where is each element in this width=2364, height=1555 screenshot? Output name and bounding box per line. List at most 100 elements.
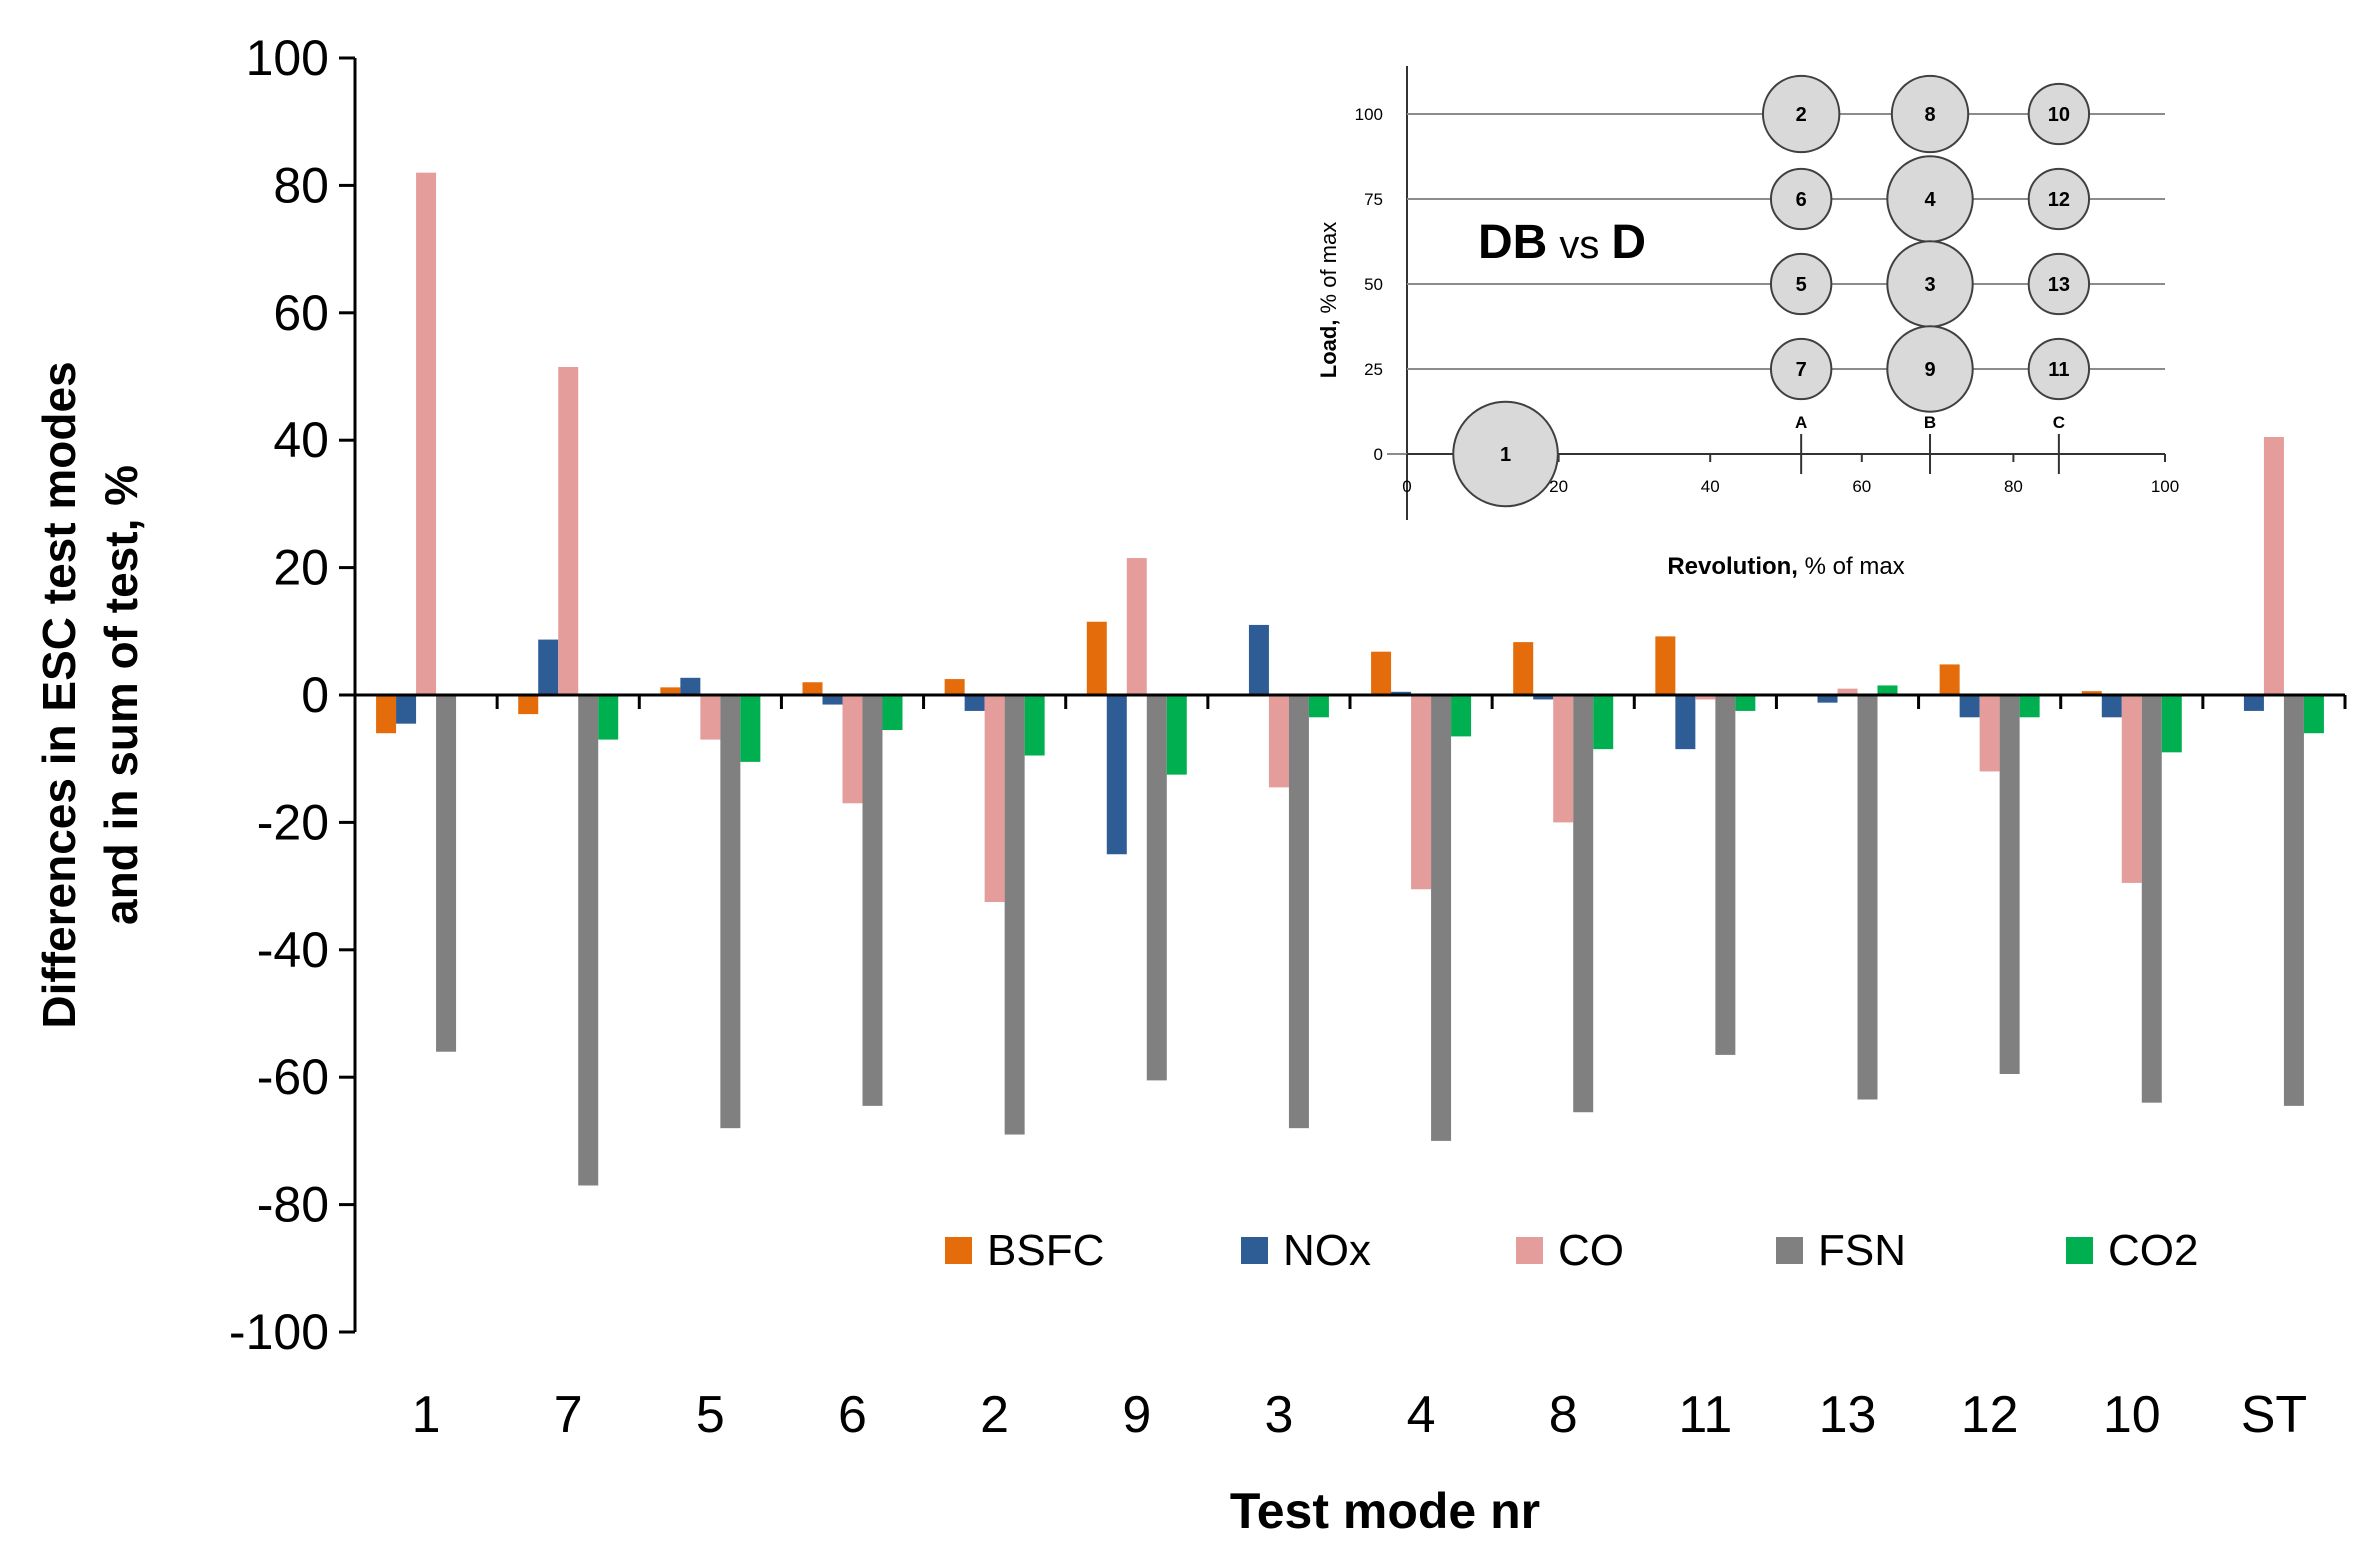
inset-mode-label: 1	[1500, 444, 1511, 466]
bar-fsn-8	[1573, 695, 1593, 1112]
bar-bsfc-11	[1655, 636, 1675, 695]
bar-nox-2	[965, 695, 985, 711]
bar-fsn-1	[436, 695, 456, 1052]
inset-mode-label: 9	[1924, 359, 1935, 381]
bar-fsn-5	[720, 695, 740, 1128]
y-axis-title-line1: Differences in ESC test modes	[33, 361, 85, 1028]
inset-y-title-bold: Load,	[1316, 320, 1341, 379]
legend-label: BSFC	[987, 1226, 1104, 1275]
y-tick-label: 60	[273, 285, 329, 341]
x-tick-label: 13	[1819, 1386, 1877, 1444]
bar-fsn-2	[1005, 695, 1025, 1135]
bar-nox-10	[2102, 695, 2122, 717]
inset-mode-label: 5	[1796, 274, 1807, 296]
inset-mode-label: 11	[2048, 359, 2069, 381]
bar-co-ST	[2264, 437, 2284, 695]
inset-speed-label: A	[1795, 413, 1807, 432]
inset-x-tick-label: 100	[2151, 477, 2179, 496]
inset-mode-label: 12	[2048, 189, 2070, 211]
inset-y-tick-label: 50	[1364, 275, 1383, 294]
y-tick-label: -40	[257, 922, 329, 978]
inset-title-mid: vs	[1559, 223, 1599, 267]
legend-label: FSN	[1818, 1226, 1906, 1275]
bar-nox-11	[1675, 695, 1695, 749]
x-tick-label: ST	[2241, 1386, 2307, 1444]
bar-co-4	[1411, 695, 1431, 889]
bar-co2-8	[1593, 695, 1613, 749]
legend-item-co: CO	[1516, 1226, 1624, 1275]
x-tick-label: 8	[1549, 1386, 1578, 1444]
bar-co2-3	[1309, 695, 1329, 717]
bar-nox-3	[1249, 625, 1269, 695]
inset-y-title-rest: % of max	[1316, 222, 1341, 320]
bar-bsfc-7	[518, 695, 538, 714]
y-tick-label: 80	[273, 157, 329, 213]
inset-mode-label: 13	[2048, 274, 2070, 296]
x-tick-label: 10	[2103, 1386, 2161, 1444]
inset-speed-label: C	[2053, 413, 2065, 432]
y-tick-label: -20	[257, 794, 329, 850]
bar-co2-4	[1451, 695, 1471, 736]
legend-swatch	[2066, 1237, 2093, 1264]
bar-fsn-6	[863, 695, 883, 1106]
legend-label: CO2	[2108, 1226, 2198, 1275]
inset-title-left: DB	[1478, 216, 1547, 269]
inset-x-tick-label: 80	[2004, 477, 2023, 496]
inset-mode-10: 10	[2029, 84, 2089, 144]
bar-bsfc-6	[803, 682, 823, 695]
bar-co2-10	[2162, 695, 2182, 752]
inset-mode-11: 11	[2029, 339, 2089, 399]
bar-co-1	[416, 173, 436, 695]
inset-mode-7: 7	[1771, 339, 1831, 399]
y-tick-label: 40	[273, 412, 329, 468]
inset-mode-9: 9	[1887, 326, 1972, 411]
inset-mode-12: 12	[2029, 169, 2089, 229]
x-tick-label: 12	[1961, 1386, 2019, 1444]
bar-co2-2	[1025, 695, 1045, 756]
inset-mode-3: 3	[1887, 241, 1972, 326]
x-tick-label: 5	[696, 1386, 725, 1444]
inset-mode-label: 2	[1796, 104, 1807, 126]
bar-co-8	[1553, 695, 1573, 822]
bar-bsfc-4	[1371, 652, 1391, 695]
inset-y-tick-label: 100	[1355, 105, 1383, 124]
inset-y-tick-label: 75	[1364, 190, 1383, 209]
inset-mode-label: 6	[1796, 189, 1807, 211]
inset-mode-label: 7	[1796, 359, 1807, 381]
y-tick-label: 0	[301, 667, 329, 723]
bar-co2-6	[883, 695, 903, 730]
inset-x-tick-label: 40	[1701, 477, 1720, 496]
bar-co-12	[1980, 695, 2000, 771]
y-axis-title-line2: and in sum of test, %	[95, 465, 147, 925]
legend-swatch	[1516, 1237, 1543, 1264]
bar-co2-9	[1167, 695, 1187, 775]
x-tick-label: 2	[980, 1386, 1009, 1444]
bar-fsn-12	[2000, 695, 2020, 1074]
legend-swatch	[945, 1237, 972, 1264]
inset-mode-2: 2	[1763, 76, 1839, 152]
x-tick-label: 11	[1678, 1386, 1732, 1444]
bar-fsn-11	[1715, 695, 1735, 1055]
inset-mode-5: 5	[1771, 254, 1831, 314]
bar-co-9	[1127, 558, 1147, 695]
bar-bsfc-2	[945, 679, 965, 695]
bar-co-7	[558, 367, 578, 695]
bar-nox-5	[680, 678, 700, 695]
inset-x-tick-label: 60	[1852, 477, 1871, 496]
bar-nox-7	[538, 640, 558, 695]
inset-mode-label: 8	[1924, 104, 1935, 126]
x-tick-label: 1	[412, 1386, 441, 1444]
bar-bsfc-1	[376, 695, 396, 733]
y-tick-label: -60	[257, 1049, 329, 1105]
bar-nox-ST	[2244, 695, 2264, 711]
legend-swatch	[1776, 1237, 1803, 1264]
bar-co2-11	[1735, 695, 1755, 711]
bar-co2-5	[740, 695, 760, 762]
x-tick-label: 3	[1264, 1386, 1293, 1444]
bar-co2-7	[598, 695, 618, 740]
inset-title-right: D	[1611, 216, 1646, 269]
y-tick-label: -100	[229, 1304, 329, 1360]
x-tick-label: 6	[838, 1386, 867, 1444]
bar-co-2	[985, 695, 1005, 902]
